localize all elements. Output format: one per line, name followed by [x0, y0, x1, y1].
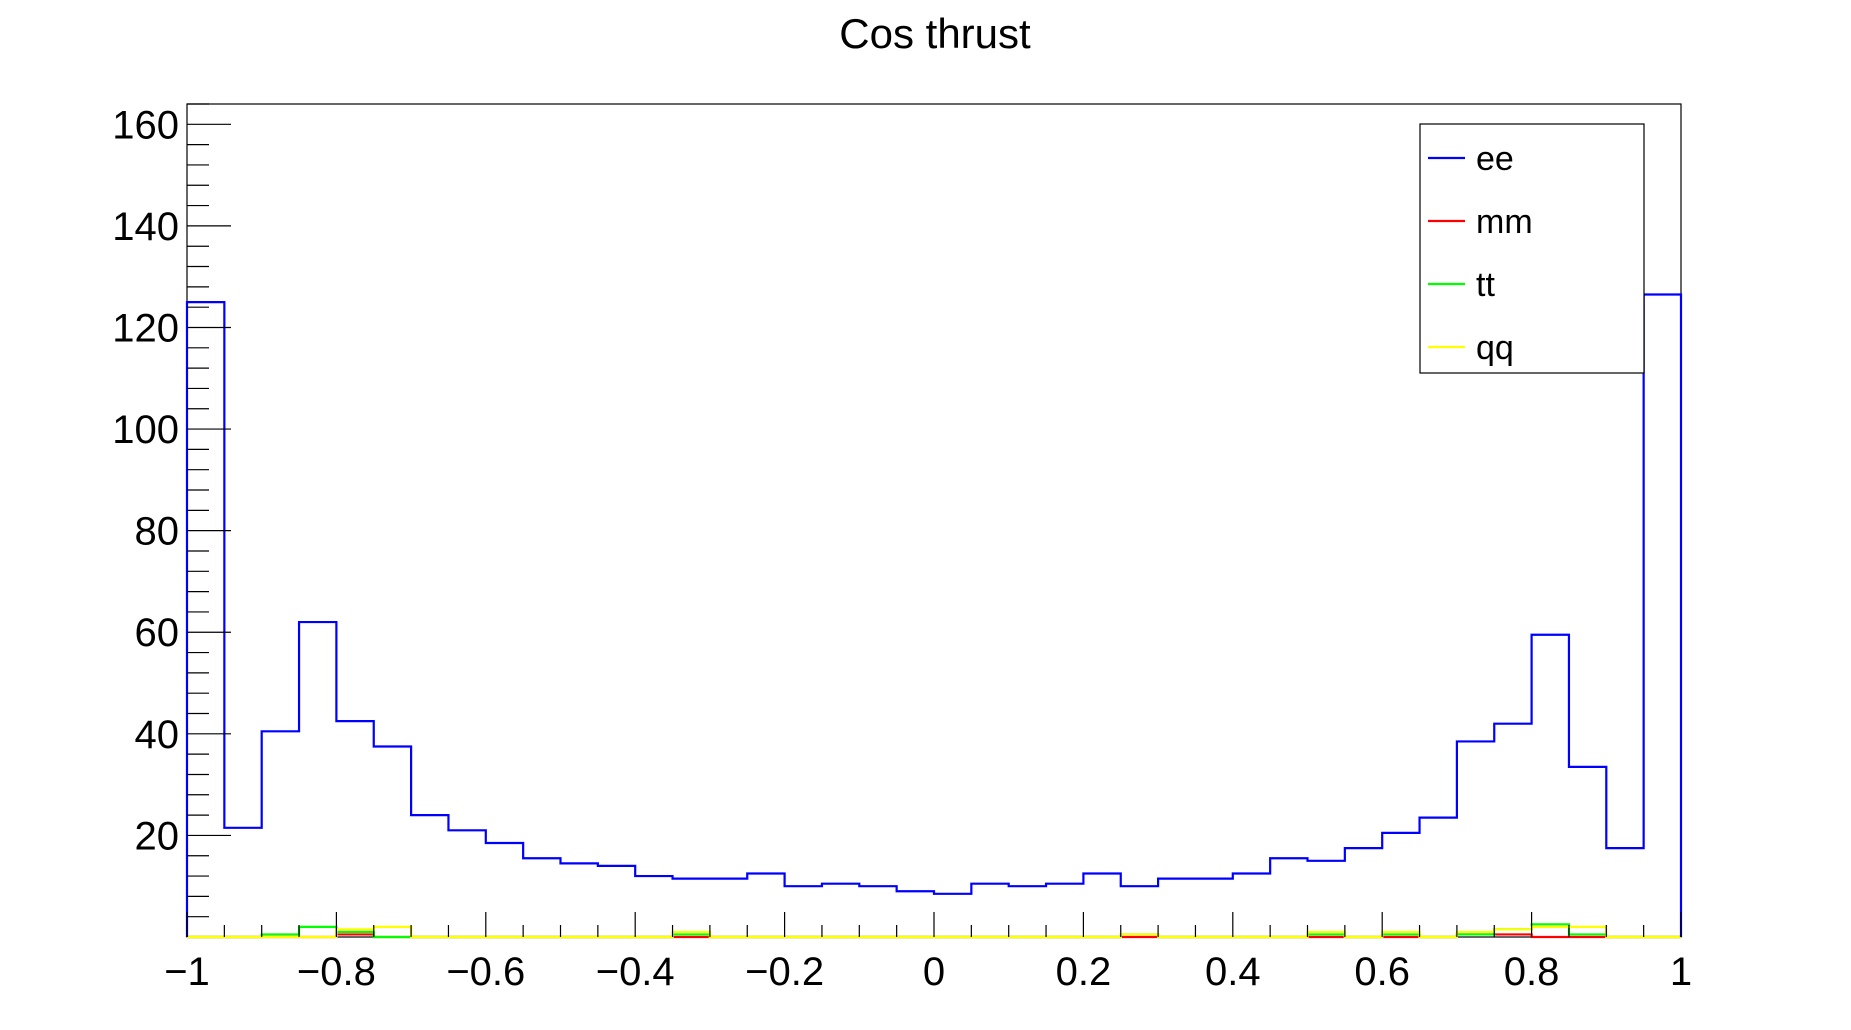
y-tick-label: 100 [112, 408, 179, 452]
y-tick-label: 140 [112, 205, 179, 249]
legend-label-ee: ee [1476, 140, 1514, 178]
legend-box [1419, 123, 1645, 374]
x-tick-label: 0.8 [1504, 950, 1560, 994]
x-tick-label: 0.6 [1354, 950, 1410, 994]
x-tick-label: 0.2 [1056, 950, 1112, 994]
x-tick-label: 0 [923, 950, 945, 994]
x-tick-label: −1 [164, 950, 210, 994]
x-tick-label: −0.6 [446, 950, 525, 994]
legend: ee mm tt qq [1419, 123, 1645, 374]
y-tick-label: 60 [135, 611, 180, 655]
series-ee-line [185, 293, 1683, 937]
y-tick-label: 80 [135, 510, 180, 554]
axis-layer: −1 −0.8 −0.6 −0.4 −0.2 0 0.2 0.4 0.6 0.8 120406080… [112, 103, 1692, 994]
legend-label-tt: tt [1476, 266, 1495, 304]
y-tick-label: 160 [112, 103, 179, 147]
x-tick-label: 0.4 [1205, 950, 1261, 994]
chart-title: Cos thrust [839, 10, 1031, 57]
x-tick-label: −0.4 [596, 950, 675, 994]
x-tick-label: −0.2 [745, 950, 824, 994]
legend-label-qq: qq [1476, 329, 1514, 367]
y-tick-label: 120 [112, 306, 179, 350]
x-tick-label: 1 [1670, 950, 1692, 994]
x-tick-label: −0.8 [297, 950, 376, 994]
y-tick-label: 40 [135, 713, 180, 757]
legend-label-mm: mm [1476, 203, 1533, 241]
y-tick-label: 20 [135, 814, 180, 858]
legend-entries: ee mm tt qq [1428, 140, 1533, 367]
